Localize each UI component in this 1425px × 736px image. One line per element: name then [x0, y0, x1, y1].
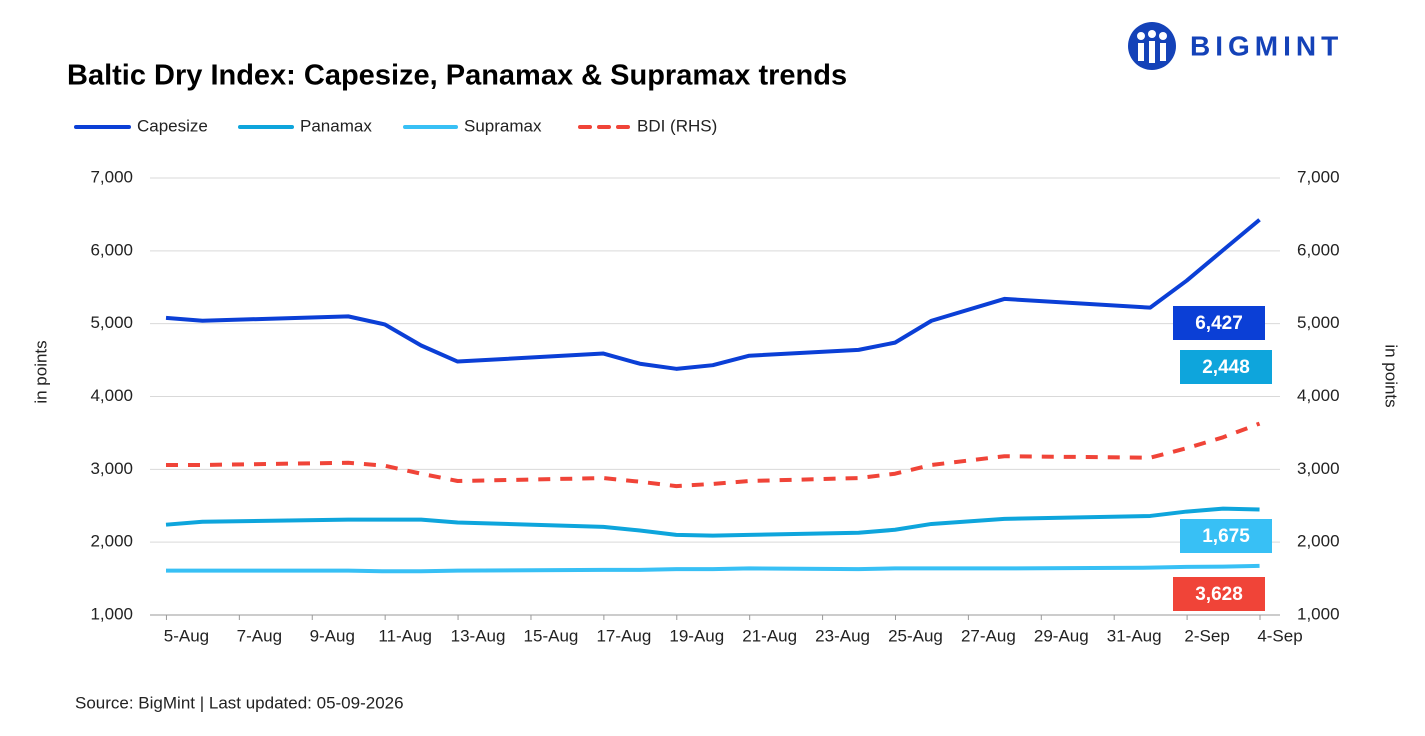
end-label: 6,427	[1195, 313, 1243, 334]
chart-title: Baltic Dry Index: Capesize, Panamax & Su…	[67, 60, 847, 92]
end-label-box	[1180, 519, 1272, 553]
series-line	[166, 421, 1261, 489]
end-label: 3,628	[1195, 584, 1243, 605]
y-tick-label: 5,000	[90, 313, 133, 332]
x-tick-label: 31-Aug	[1107, 626, 1162, 645]
x-tick-label: 11-Aug	[378, 626, 432, 645]
x-tick-label: 5-Aug	[164, 626, 209, 645]
y2-tick-label: 3,000	[1297, 459, 1340, 478]
legend-label: Supramax	[464, 116, 542, 135]
legend-label: BDI (RHS)	[637, 116, 717, 135]
end-label: 2,448	[1202, 357, 1250, 378]
x-tick-label: 15-Aug	[524, 626, 579, 645]
series-line	[165, 218, 1261, 371]
end-label-box	[1173, 306, 1265, 340]
x-tick-label: 29-Aug	[1034, 626, 1089, 645]
y2-tick-label: 5,000	[1297, 313, 1340, 332]
legend-label: Capesize	[137, 116, 208, 135]
y-axis-title: in points	[31, 340, 50, 403]
x-tick-label: 9-Aug	[310, 626, 355, 645]
end-label-box	[1180, 350, 1272, 384]
y2-tick-label: 6,000	[1297, 240, 1340, 259]
y-tick-label: 6,000	[90, 240, 133, 259]
y-tick-label: 3,000	[90, 459, 133, 478]
y-tick-label: 1,000	[90, 604, 133, 623]
y2-tick-label: 1,000	[1297, 604, 1340, 623]
y-tick-label: 7,000	[90, 167, 133, 186]
logo-icon	[1128, 22, 1176, 70]
x-tick-label: 27-Aug	[961, 626, 1016, 645]
x-tick-label: 4-Sep	[1257, 626, 1302, 645]
legend-label: Panamax	[300, 116, 372, 135]
series-line	[166, 563, 1260, 574]
y2-tick-label: 4,000	[1297, 386, 1340, 405]
end-label-box	[1173, 577, 1265, 611]
logo-text: BIGMINT	[1190, 30, 1343, 61]
x-tick-label: 25-Aug	[888, 626, 943, 645]
y-tick-label: 4,000	[90, 386, 133, 405]
y2-tick-label: 7,000	[1297, 167, 1340, 186]
source-note: Source: BigMint | Last updated: 05-09-20…	[75, 693, 404, 712]
x-tick-label: 21-Aug	[742, 626, 797, 645]
end-label: 1,675	[1202, 526, 1250, 547]
x-tick-label: 17-Aug	[596, 626, 651, 645]
y2-axis-title: in points	[1382, 344, 1401, 407]
x-tick-label: 7-Aug	[237, 626, 282, 645]
x-tick-label: 2-Sep	[1184, 626, 1229, 645]
series-line	[165, 506, 1260, 538]
y-tick-label: 2,000	[90, 532, 133, 551]
x-tick-label: 13-Aug	[451, 626, 506, 645]
x-tick-label: 19-Aug	[669, 626, 724, 645]
y2-tick-label: 2,000	[1297, 532, 1340, 551]
x-tick-label: 23-Aug	[815, 626, 870, 645]
